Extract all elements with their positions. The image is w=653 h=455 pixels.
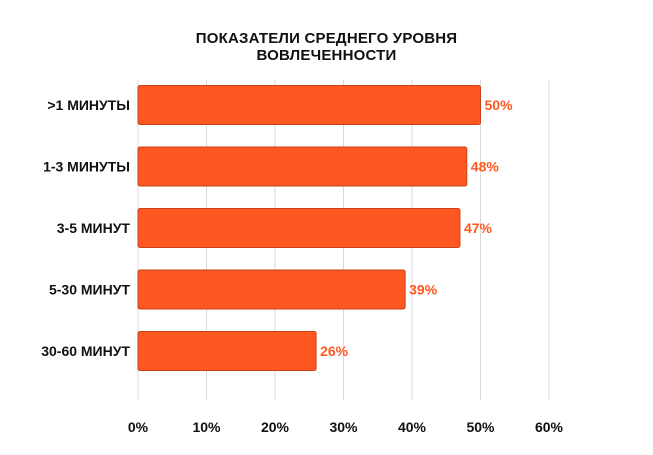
bar-3 [137,269,406,310]
value-label-3: 39% [409,282,438,298]
x-tick-label-4: 40% [398,419,427,435]
category-labels: >1 МИНУТЫ 1-3 МИНУТЫ 3-5 МИНУТ 5-30 МИНУТ 30… [41,97,130,359]
x-tick-label-3: 30% [329,419,358,435]
category-label-3: 5-30 МИНУТ [49,282,130,298]
x-tick-label-2: 20% [261,419,290,435]
chart-title-line-2: ВОВЛЕЧЕННОСТИ [256,47,397,64]
category-label-0: >1 МИНУТЫ [47,97,130,113]
bar-4 [137,331,317,371]
value-label-4: 26% [320,343,349,359]
category-label-2: 3-5 МИНУТ [57,220,131,236]
category-label-1: 1-3 МИНУТЫ [43,159,130,175]
x-tick-label-0: 0% [128,419,149,435]
value-label-2: 47% [464,220,493,236]
bars [137,85,481,371]
chart-title-line-1: ПОКАЗАТЕЛИ СРЕДНЕГО УРОВНЯ [195,30,458,47]
x-tick-label-1: 10% [192,419,221,435]
bar-0 [137,85,481,125]
chart-title: ПОКАЗАТЕЛИ СРЕДНЕГО УРОВНЯ ВОВЛЕЧЕННОСТИ [0,30,653,64]
bar-2 [137,208,461,248]
x-tick-label-6: 60% [535,419,564,435]
x-tick-labels: 0% 10% 20% 30% 40% 50% 60% [128,419,564,435]
category-label-4: 30-60 МИНУТ [41,343,130,359]
value-labels: 50% 48% 47% 39% 26% [320,97,513,359]
bar-1 [137,146,468,187]
x-tick-label-5: 50% [466,419,495,435]
value-label-0: 50% [485,97,514,113]
value-label-1: 48% [471,159,500,175]
